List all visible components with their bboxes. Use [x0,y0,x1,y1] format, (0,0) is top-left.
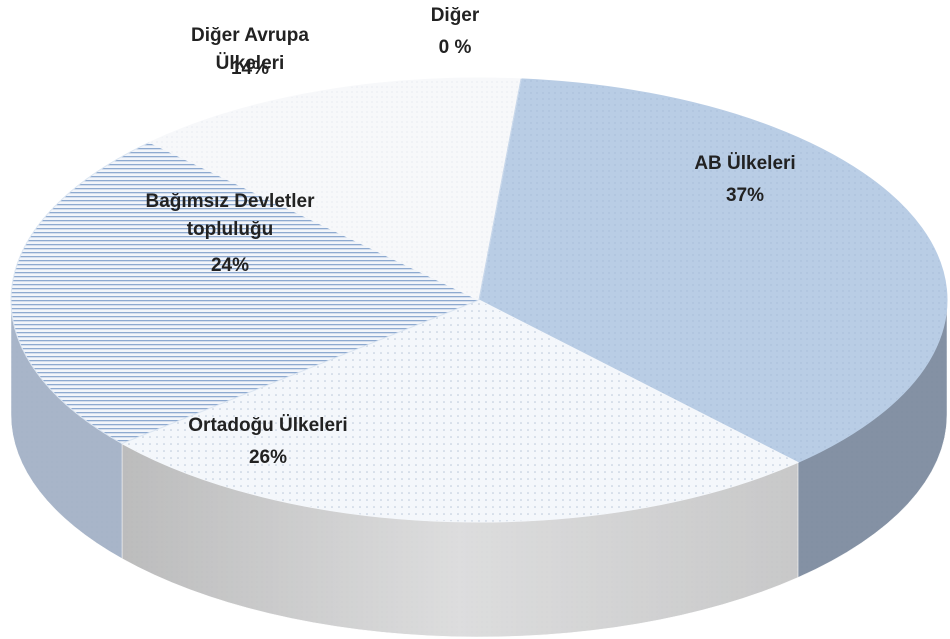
slice-value-label: 14% [230,58,270,79]
slice-label: Ortadoğu Ülkeleri [188,415,348,436]
slice [478,78,948,464]
slice-label: Bağımsız Devletler topluluğu [145,191,315,240]
slice-value-label: 26% [248,447,288,468]
slice [148,77,522,301]
slice-value-label: 37% [725,185,765,206]
slice [10,141,481,445]
slice [478,78,522,301]
slice-label: AB Ülkeleri [694,153,796,174]
side-texture [122,443,798,638]
slice-value-label: 24% [210,255,250,276]
slice-value-label: 0 % [438,37,472,58]
slice-label: Diğer [430,5,480,26]
slice [120,299,800,523]
side-texture [11,300,123,559]
side-texture [797,300,947,578]
slice-label: Diğer Avrupa Ülkeleri [191,25,309,74]
